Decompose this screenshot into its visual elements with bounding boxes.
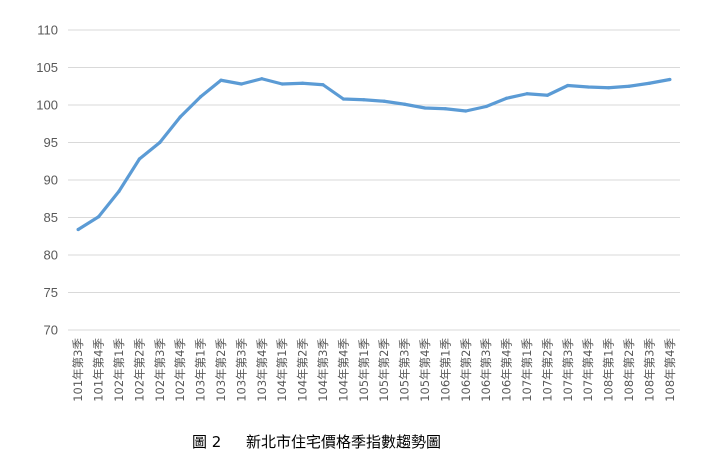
figure-caption-label: 圖 2: [192, 433, 221, 451]
x-tick-label: 107年第4季: [581, 338, 595, 402]
y-tick-label: 110: [37, 23, 58, 38]
x-tick-label: 102年第3季: [153, 338, 167, 402]
x-tick-label: 105年第3季: [398, 338, 412, 402]
data-point: [668, 77, 672, 82]
y-tick-label: 90: [44, 173, 58, 188]
y-axis-ticks: 70 75 80 85 90 95 100 105 110: [36, 23, 58, 338]
x-tick-label: 107年第1季: [520, 338, 534, 402]
x-tick-label: 106年第1季: [438, 338, 452, 402]
x-tick-label: 105年第2季: [377, 338, 391, 402]
y-tick-label: 70: [44, 323, 58, 338]
data-point: [178, 115, 182, 119]
x-tick-label: 106年第3季: [479, 338, 493, 402]
x-tick-label: 108年第3季: [642, 338, 656, 402]
x-tick-label: 108年第1季: [602, 338, 616, 402]
figure-caption-title: 新北市住宅價格季指數趨勢圖: [246, 433, 441, 451]
data-point: [545, 93, 550, 97]
data-point: [443, 107, 447, 111]
data-point: [301, 81, 305, 85]
data-point: [423, 106, 427, 110]
x-tick-label: 103年第3季: [234, 338, 248, 402]
gridlines: [68, 29, 680, 331]
y-tick-label: 105: [36, 60, 58, 75]
data-point: [607, 86, 611, 90]
x-tick-label: 106年第2季: [459, 338, 473, 402]
data-point: [219, 78, 223, 82]
data-point: [627, 84, 631, 88]
x-tick-label: 107年第2季: [540, 338, 554, 402]
x-tick-label: 101年第4季: [92, 338, 106, 402]
x-tick-label: 103年第4季: [255, 338, 269, 402]
y-tick-label: 95: [44, 135, 58, 150]
data-point: [158, 140, 162, 145]
y-tick-label: 85: [44, 210, 58, 225]
data-point: [586, 85, 590, 89]
x-tick-label: 102年第4季: [173, 338, 187, 402]
x-tick-label: 107年第3季: [561, 338, 575, 402]
data-point: [117, 189, 121, 193]
data-point: [97, 215, 101, 219]
x-tick-label: 104年第1季: [275, 338, 289, 402]
x-tick-label: 101年第3季: [71, 338, 85, 402]
x-tick-label: 104年第4季: [336, 338, 350, 402]
x-tick-label: 103年第1季: [194, 338, 208, 402]
y-tick-label: 80: [44, 248, 58, 263]
data-point: [382, 99, 386, 103]
data-point: [76, 227, 80, 232]
x-tick-label: 108年第2季: [622, 338, 636, 402]
data-point: [280, 82, 284, 86]
x-tick-label: 102年第1季: [112, 338, 126, 402]
data-point: [137, 157, 141, 161]
data-point: [484, 104, 488, 109]
x-tick-label: 102年第2季: [132, 338, 146, 402]
x-tick-label: 105年第1季: [357, 338, 371, 402]
data-point: [341, 97, 345, 101]
y-tick-label: 75: [44, 285, 58, 300]
data-point: [566, 83, 570, 88]
y-tick-label: 100: [36, 98, 58, 113]
data-point: [525, 92, 529, 96]
series-layer: [76, 77, 672, 232]
data-point: [199, 95, 203, 99]
data-point: [403, 102, 407, 106]
x-tick-label: 103年第2季: [214, 338, 228, 402]
series-line: [76, 77, 672, 232]
x-tick-label: 105年第4季: [418, 338, 432, 402]
x-tick-label: 108年第4季: [663, 338, 677, 402]
data-point: [362, 98, 366, 102]
data-point: [260, 77, 264, 81]
x-axis-ticks: 101年第3季 101年第4季 102年第1季 102年第2季 102年第3季 102年第…: [71, 338, 677, 402]
data-point: [321, 83, 325, 87]
data-point: [239, 82, 243, 86]
x-tick-label: 104年第3季: [316, 338, 330, 402]
x-tick-label: 106年第4季: [500, 338, 514, 402]
data-point: [464, 109, 468, 113]
data-point: [505, 96, 509, 100]
x-tick-label: 104年第2季: [296, 338, 310, 402]
data-point: [647, 81, 652, 85]
